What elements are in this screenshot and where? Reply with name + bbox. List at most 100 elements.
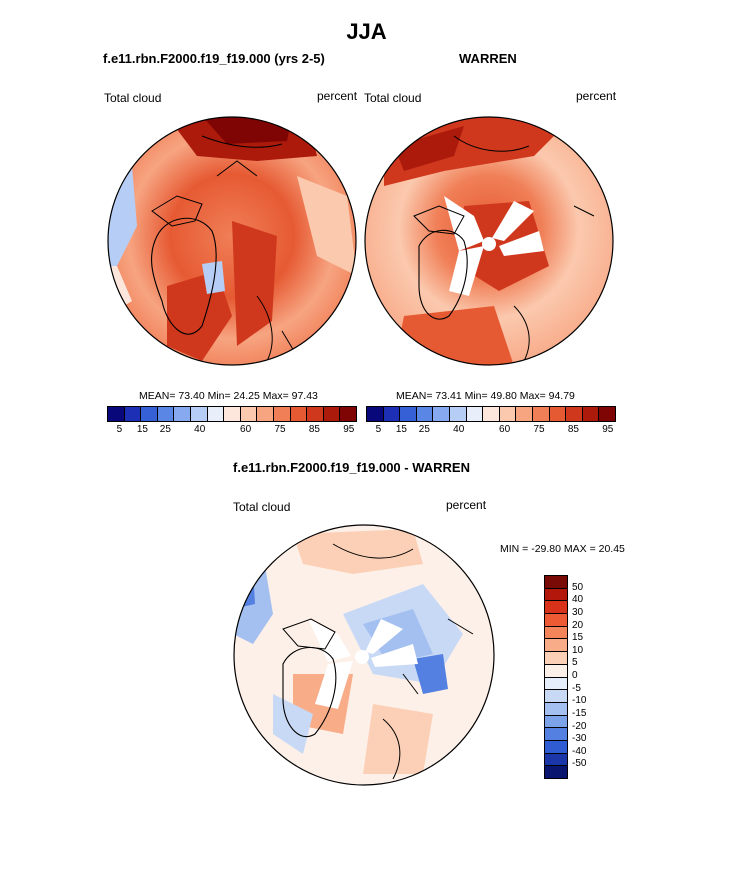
colorbar-swatch — [581, 407, 599, 421]
right-map-high-cloud-north — [384, 117, 564, 186]
colorbar-swatch — [272, 407, 290, 421]
left-map-greenland-high — [167, 271, 232, 361]
diff-map-southwest-blue — [273, 694, 313, 754]
colorbar-swatch — [123, 407, 141, 421]
colorbar-swatch — [140, 407, 157, 421]
diff-colorbar-swatch — [545, 587, 567, 601]
colorbar-swatch — [223, 407, 240, 421]
colorbar-tick-label: 85 — [308, 424, 320, 435]
colorbar-swatch — [548, 407, 566, 421]
diff-colorbar-tick-label: 30 — [572, 606, 584, 618]
right-mean-stats: MEAN= 73.41 Min= 49.80 Max= 94.79 — [396, 390, 575, 402]
colorbar-swatch — [448, 407, 466, 421]
diff-colorbar-tick-label: -10 — [572, 695, 587, 707]
diff-colorbar-tick-label: -50 — [572, 758, 587, 770]
diff-minmax-stats: MIN = -29.80 MAX = 20.45 — [500, 543, 625, 555]
diff-map-coastline-archipelago — [282, 618, 336, 650]
diff-colorbar-swatch — [545, 752, 567, 766]
diff-colorbar — [544, 575, 568, 779]
diff-colorbar-swatch — [545, 739, 567, 753]
left-mean-stats: MEAN= 73.40 Min= 24.25 Max= 97.43 — [139, 390, 318, 402]
colorbar-swatch — [239, 407, 257, 421]
colorbar-tick-label: 15 — [136, 424, 148, 435]
diff-colorbar-tick-label: 10 — [572, 644, 584, 656]
diff-colorbar-swatch — [545, 727, 567, 740]
colorbar-swatch — [173, 407, 190, 421]
diff-colorbar-swatch — [545, 638, 567, 652]
left-polar-map — [107, 116, 357, 366]
left-map-central-dark — [232, 221, 277, 346]
right-colorbar — [366, 406, 616, 422]
left-map-coastline-greenland — [151, 217, 217, 335]
colorbar-swatch — [565, 407, 582, 421]
colorbar-swatch — [306, 407, 323, 421]
right-map-coastline-southeast — [513, 305, 530, 362]
colorbar-swatch — [156, 407, 174, 421]
diff-colorbar-tick-label: -15 — [572, 707, 587, 719]
right-map-missing-wedge-se — [499, 231, 544, 256]
diff-colorbar-swatch — [545, 613, 567, 626]
colorbar-tick-label: 95 — [343, 424, 355, 435]
colorbar-swatch — [256, 407, 273, 421]
colorbar-tick-label: 60 — [240, 424, 252, 435]
colorbar-swatch — [515, 407, 532, 421]
diff-map-coastline-northeast — [332, 543, 474, 635]
diff-colorbar-swatch — [545, 714, 567, 728]
right-map-missing-wedge-n — [444, 196, 484, 251]
diff-colorbar-tick-label: -30 — [572, 733, 587, 745]
diff-map-east-dark-blue — [413, 654, 448, 694]
diff-colorbar-ticks: 50 40 30 20 15 10 5 0 -5 -10 -15 -20 -30 -40 -50 — [570, 575, 610, 779]
left-colorbar — [107, 406, 357, 422]
diff-map-missing-wedge-se — [371, 644, 418, 667]
left-colorbar-ticks: 5 15 25 40 60 75 85 95 — [107, 424, 357, 438]
diff-colorbar-tick-label: -5 — [572, 682, 581, 694]
right-map-darkest-cloud — [394, 126, 464, 171]
colorbar-swatch — [108, 407, 124, 421]
colorbar-tick-label: 75 — [533, 424, 545, 435]
right-panel-subtitle: WARREN — [459, 51, 517, 66]
diff-colorbar-tick-label: 20 — [572, 619, 584, 631]
colorbar-swatch — [598, 407, 615, 421]
left-map-east-light — [297, 176, 356, 276]
right-field-label: Total cloud — [364, 91, 422, 105]
diff-colorbar-tick-label: 15 — [572, 632, 584, 644]
diff-colorbar-tick-label: 40 — [572, 594, 584, 606]
colorbar-tick-label: 40 — [194, 424, 206, 435]
diff-units-label: percent — [446, 498, 487, 512]
colorbar-swatch — [382, 407, 400, 421]
left-units-label: percent — [317, 89, 358, 103]
colorbar-swatch — [339, 407, 356, 421]
right-colorbar-ticks: 5 15 25 40 60 75 85 95 — [366, 424, 616, 438]
right-polar-map — [364, 116, 614, 366]
colorbar-tick-label: 75 — [274, 424, 286, 435]
colorbar-swatch — [399, 407, 416, 421]
colorbar-swatch — [531, 407, 549, 421]
colorbar-tick-label: 5 — [375, 424, 382, 435]
colorbar-swatch — [465, 407, 483, 421]
colorbar-tick-label: 95 — [602, 424, 614, 435]
left-map-coastline-northeast — [201, 135, 283, 177]
diff-colorbar-swatch — [545, 576, 567, 588]
colorbar-swatch — [322, 407, 340, 421]
diff-polar-map — [233, 524, 495, 786]
right-map-coastline-greenland — [418, 229, 468, 320]
right-map-coastline-northeast — [453, 135, 595, 217]
colorbar-swatch — [432, 407, 449, 421]
diff-colorbar-swatch — [545, 689, 567, 702]
colorbar-swatch — [289, 407, 307, 421]
colorbar-swatch — [206, 407, 224, 421]
right-map-missing-wedge-e — [492, 201, 534, 241]
diff-panel-subtitle: f.e11.rbn.F2000.f19_f19.000 - WARREN — [233, 460, 470, 475]
colorbar-swatch — [415, 407, 433, 421]
diff-map-coastline-southeast — [382, 673, 419, 780]
colorbar-tick-label: 60 — [499, 424, 511, 435]
left-map-coastline-archipelago — [151, 195, 203, 227]
diff-colorbar-swatch — [545, 676, 567, 690]
diff-colorbar-tick-label: 5 — [572, 657, 578, 669]
diff-colorbar-swatch — [545, 663, 567, 677]
colorbar-tick-label: 25 — [159, 424, 171, 435]
diff-colorbar-tick-label: -20 — [572, 720, 587, 732]
colorbar-swatch — [367, 407, 383, 421]
right-map-pole-hole — [482, 237, 496, 251]
diff-colorbar-swatch — [545, 651, 567, 664]
